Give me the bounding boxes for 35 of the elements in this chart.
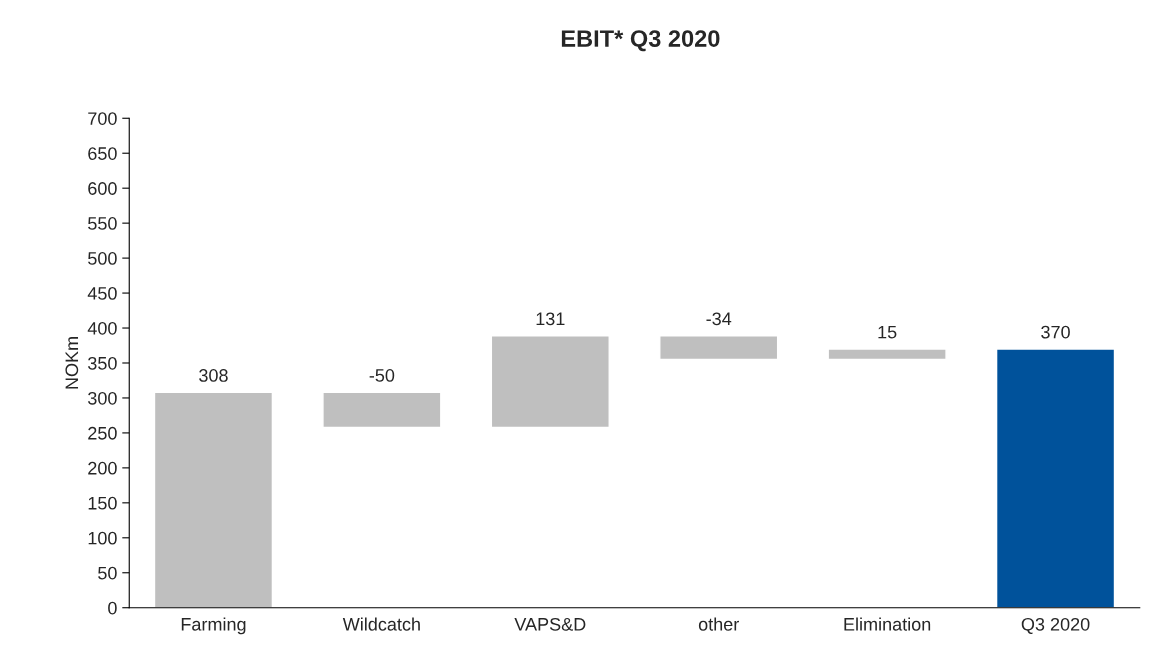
bar [995,348,1116,608]
x-tick-label: Q3 2020 [1021,617,1090,634]
y-tick-label: 250 [88,426,117,440]
y-tick-label: 350 [88,356,117,370]
y-tick-label: 400 [87,321,117,335]
y-tick-label: 50 [98,566,117,580]
x-tick-label: Elimination [844,617,931,631]
bar [490,335,610,429]
y-tick-label: 650 [88,147,117,160]
y-tick-label: 600 [88,182,117,195]
x-tick-label: VAPS&D [514,617,586,631]
y-tick-label: 700 [88,112,117,125]
data-label: 131 [536,312,565,326]
y-tick-label: 100 [88,531,117,545]
y-tick-label: 500 [88,252,117,265]
x-tick-label: other [698,617,739,631]
data-label: -50 [369,369,395,382]
y-tick-label: 550 [88,217,117,230]
bar [322,391,442,429]
data-label: 308 [199,369,228,382]
y-tick-label: 0 [108,601,117,615]
data-label: -34 [706,312,732,326]
y-tick-label: 200 [88,461,117,475]
bar [827,348,947,361]
bar [153,391,274,608]
x-tick-label: Wildcatch [342,617,420,631]
y-tick-label: 150 [88,496,117,510]
chart-title: EBIT* Q3 2020 [561,30,720,52]
y-tick-label: 450 [87,287,117,300]
y-axis-title: NOKm [65,337,79,389]
bar [659,335,779,361]
x-tick-label: Farming [181,617,246,635]
data-label: 15 [878,325,897,339]
data-label: 370 [1041,325,1070,339]
y-tick-label: 300 [88,391,117,405]
